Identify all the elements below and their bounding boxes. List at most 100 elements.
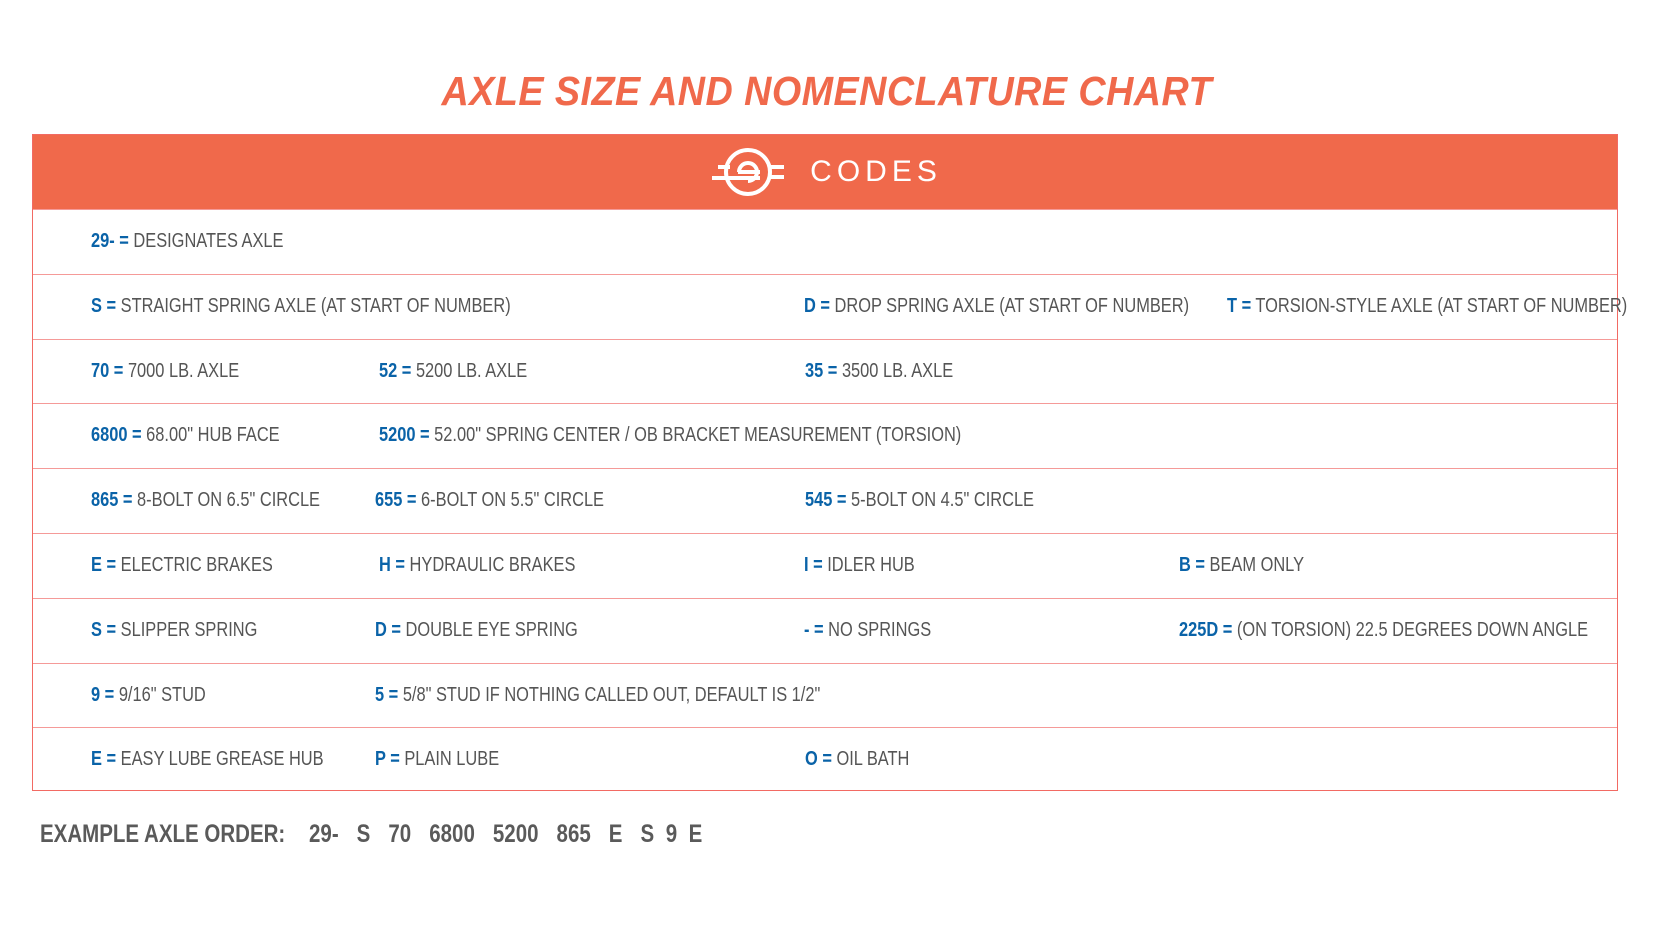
code-entry: 52 = 5200 LB. AXLE [379,340,527,403]
code-key: E = [91,748,117,771]
code-entry: 865 = 8-BOLT ON 6.5" CIRCLE [91,469,320,532]
code-description: IDLER HUB [827,554,915,576]
code-entry: T = TORSION-STYLE AXLE (AT START OF NUMB… [1227,275,1627,338]
codes-header: CODES [33,135,1617,209]
code-key: T = [1227,294,1252,317]
code-description: 9/16" STUD [118,683,206,706]
example-part: 865 [556,820,591,848]
code-row: E = ELECTRIC BRAKES H = HYDRAULIC BRAKES I… [33,533,1617,598]
example-part: 6800 [429,820,475,848]
code-row: 70 = 7000 LB. AXLE 52 = 5200 LB. AXLE 35 =… [33,338,1617,404]
code-entry: E = EASY LUBE GREASE HUB [91,728,324,791]
example-part: E [688,820,703,848]
code-key: E = [91,554,117,576]
page-title: AXLE SIZE AND NOMENCLATURE CHART [441,68,1213,114]
code-entry: S = STRAIGHT SPRING AXLE (AT START OF NU… [91,275,511,338]
code-key: 29- = [91,230,129,252]
code-entry: P = PLAIN LUBE [375,728,499,791]
code-entry: 9 = 9/16" STUD [91,664,206,727]
code-description: 5-BOLT ON 4.5" CIRCLE [851,489,1035,512]
code-entry: 655 = 6-BOLT ON 5.5" CIRCLE [375,469,604,532]
code-description: 52.00" SPRING CENTER / OB BRACKET MEASUR… [434,424,962,447]
example-part: 5200 [492,820,539,848]
code-description: 6-BOLT ON 5.5" CIRCLE [421,489,605,512]
code-description: HYDRAULIC BRAKES [409,554,576,576]
code-entry: 5200 = 52.00" SPRING CENTER / OB BRACKET… [379,404,961,467]
example-part: 29- [309,820,339,848]
code-key: 225D = [1179,618,1233,641]
example-part: E [608,820,623,848]
code-description: EASY LUBE GREASE HUB [120,748,324,771]
code-description: 7000 LB. AXLE [127,359,240,382]
code-description: DOUBLE EYE SPRING [405,618,578,641]
code-key: P = [375,748,400,771]
code-entry: 545 = 5-BOLT ON 4.5" CIRCLE [805,469,1034,532]
code-entry: 5 = 5/8" STUD IF NOTHING CALLED OUT, DEF… [375,664,820,727]
code-description: 3500 LB. AXLE [841,359,954,382]
code-key: S = [91,618,117,641]
code-description: BEAM ONLY [1209,554,1305,576]
code-entry: E = ELECTRIC BRAKES [91,534,273,597]
code-key: 9 = [91,683,115,706]
code-description: DROP SPRING AXLE (AT START OF NUMBER) [834,294,1190,317]
code-description: (ON TORSION) 22.5 DEGREES DOWN ANGLE [1236,618,1589,641]
code-description: ELECTRIC BRAKES [120,554,273,576]
code-description: STRAIGHT SPRING AXLE (AT START OF NUMBER… [120,294,511,317]
codes-table: CODES 29- = DESIGNATES AXLE S = STRAIGHT … [32,134,1627,792]
code-row: 9 = 9/16" STUD 5 = 5/8" STUD IF NOTHING C… [33,662,1617,728]
code-entry: D = DROP SPRING AXLE (AT START OF NUMBER… [804,275,1189,338]
code-description: 8-BOLT ON 6.5" CIRCLE [137,489,321,512]
code-key: B = [1179,554,1205,576]
code-key: 70 = [91,359,124,382]
code-description: 5200 LB. AXLE [415,359,528,382]
code-row: 6800 = 68.00" HUB FACE 5200 = 52.00" SPRI… [33,403,1617,468]
code-description: DESIGNATES AXLE [133,230,284,252]
example-part: 9 [665,820,678,848]
code-entry: S = SLIPPER SPRING [91,599,257,662]
code-description: 5/8" STUD IF NOTHING CALLED OUT, DEFAULT… [402,683,821,706]
code-entry: O = OIL BATH [805,728,909,791]
example-part: 70 [388,820,412,848]
code-entry: 29- = DESIGNATES AXLE [91,210,283,273]
code-description: 68.00" HUB FACE [146,424,280,447]
code-key: 865 = [91,489,133,512]
code-key: 35 = [805,359,838,382]
code-key: 545 = [805,489,847,512]
code-row: 29- = DESIGNATES AXLE [33,209,1617,274]
code-row: S = SLIPPER SPRING D = DOUBLE EYE SPRING -… [33,597,1617,663]
code-key: - = [804,618,824,641]
code-description: PLAIN LUBE [404,748,500,771]
code-entry: - = NO SPRINGS [804,599,931,662]
code-description: OIL BATH [836,748,910,771]
code-entry: 225D = (ON TORSION) 22.5 DEGREES DOWN AN… [1179,599,1588,662]
code-entry: 70 = 7000 LB. AXLE [91,340,239,403]
codes-header-label: CODES [810,155,942,188]
code-key: 6800 = [91,424,142,447]
code-key: I = [804,554,823,576]
example-axle-order: EXAMPLE AXLE ORDER: 29- S 70 6800 5200 865 E S 9… [40,820,714,849]
code-row: E = EASY LUBE GREASE HUB P = PLAIN LUBE O … [33,727,1617,792]
example-label: EXAMPLE AXLE ORDER: [40,820,286,848]
code-description: NO SPRINGS [828,618,932,641]
code-row: S = STRAIGHT SPRING AXLE (AT START OF NU… [33,273,1627,339]
code-description: TORSION-STYLE AXLE (AT START OF NUMBER) [1255,294,1628,317]
code-key: D = [375,618,401,641]
code-description: SLIPPER SPRING [120,618,258,641]
code-entry: I = IDLER HUB [804,534,915,597]
code-key: 5200 = [379,424,430,447]
example-part: S [640,820,655,848]
code-key: O = [805,748,832,771]
code-entry: 35 = 3500 LB. AXLE [805,340,953,403]
code-entry: 6800 = 68.00" HUB FACE [91,404,280,467]
code-entry: H = HYDRAULIC BRAKES [379,534,575,597]
code-key: H = [379,554,405,576]
code-key: 655 = [375,489,417,512]
code-key: 52 = [379,359,412,382]
code-row: 865 = 8-BOLT ON 6.5" CIRCLE 655 = 6-BOLT … [33,468,1617,533]
code-key: D = [804,294,830,317]
code-entry: D = DOUBLE EYE SPRING [375,599,578,662]
code-key: 5 = [375,683,399,706]
axle-hub-icon [712,148,785,196]
code-key: S = [91,294,117,317]
example-part: S [356,820,371,848]
